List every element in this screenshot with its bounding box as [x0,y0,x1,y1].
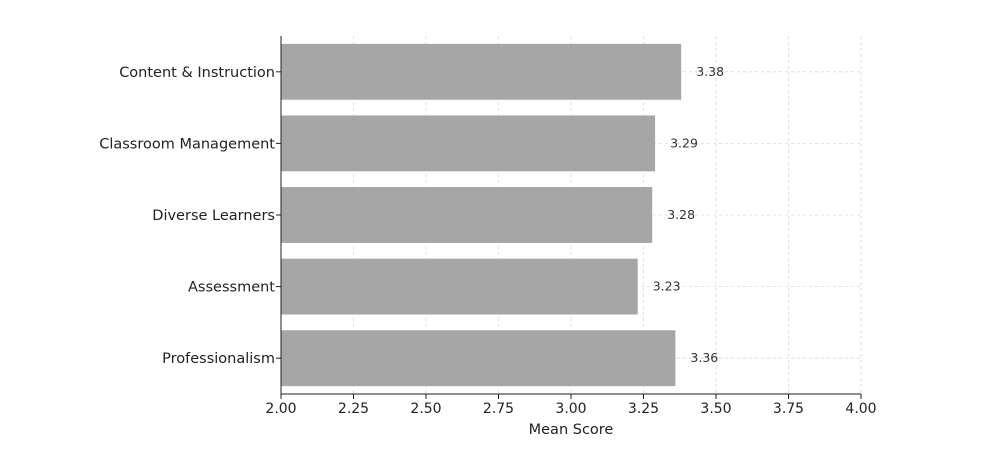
x-axis-title: Mean Score [529,422,614,438]
x-axis-ticks: 2.00 2.25 2.50 2.75 3.00 3.25 3.50 3.75 4.00 [265,394,877,417]
x-tick-label: 2.75 [483,401,514,417]
bar [281,258,638,315]
x-tick-label: 2.50 [410,401,441,417]
x-tick-label: 2.25 [338,401,369,417]
bar [281,330,676,387]
x-tick-label: 3.75 [773,401,804,417]
data-label: 3.36 [690,350,718,365]
category-label: Assessment [188,280,275,296]
category-label: Content & Instruction [119,65,275,81]
x-tick-label: 3.25 [628,401,659,417]
x-tick-label: 3.00 [555,401,586,417]
bar [281,43,682,100]
data-label: 3.23 [653,279,681,294]
data-label: 3.29 [670,135,698,150]
category-labels: Content & Instruction Classroom Managemen… [99,65,281,367]
bar [281,115,656,172]
data-label: 3.38 [696,64,724,79]
data-labels: 3.38 3.29 3.28 3.23 3.36 [653,64,724,365]
category-label: Diverse Learners [152,208,275,224]
category-label: Classroom Management [99,136,275,152]
bars [281,43,682,387]
x-tick-label: 2.00 [265,401,296,417]
data-label: 3.28 [667,207,695,222]
x-tick-label: 3.50 [700,401,731,417]
bar [281,187,653,243]
category-label: Professionalism [162,351,275,367]
x-tick-label: 4.00 [845,401,876,417]
